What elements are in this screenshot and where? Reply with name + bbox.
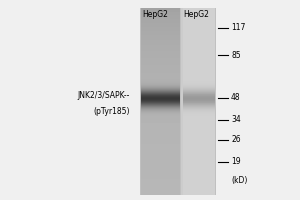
Text: HepG2: HepG2 bbox=[142, 10, 168, 19]
Text: 19: 19 bbox=[231, 158, 241, 166]
Text: (kD): (kD) bbox=[231, 176, 247, 184]
Text: HepG2: HepG2 bbox=[183, 10, 209, 19]
Text: JNK2/3/SAPK--: JNK2/3/SAPK-- bbox=[78, 92, 130, 100]
Text: 48: 48 bbox=[231, 94, 241, 102]
Text: 85: 85 bbox=[231, 50, 241, 60]
Text: (pTyr185): (pTyr185) bbox=[94, 106, 130, 116]
Text: 117: 117 bbox=[231, 23, 245, 32]
Text: 34: 34 bbox=[231, 116, 241, 124]
Text: 26: 26 bbox=[231, 136, 241, 144]
